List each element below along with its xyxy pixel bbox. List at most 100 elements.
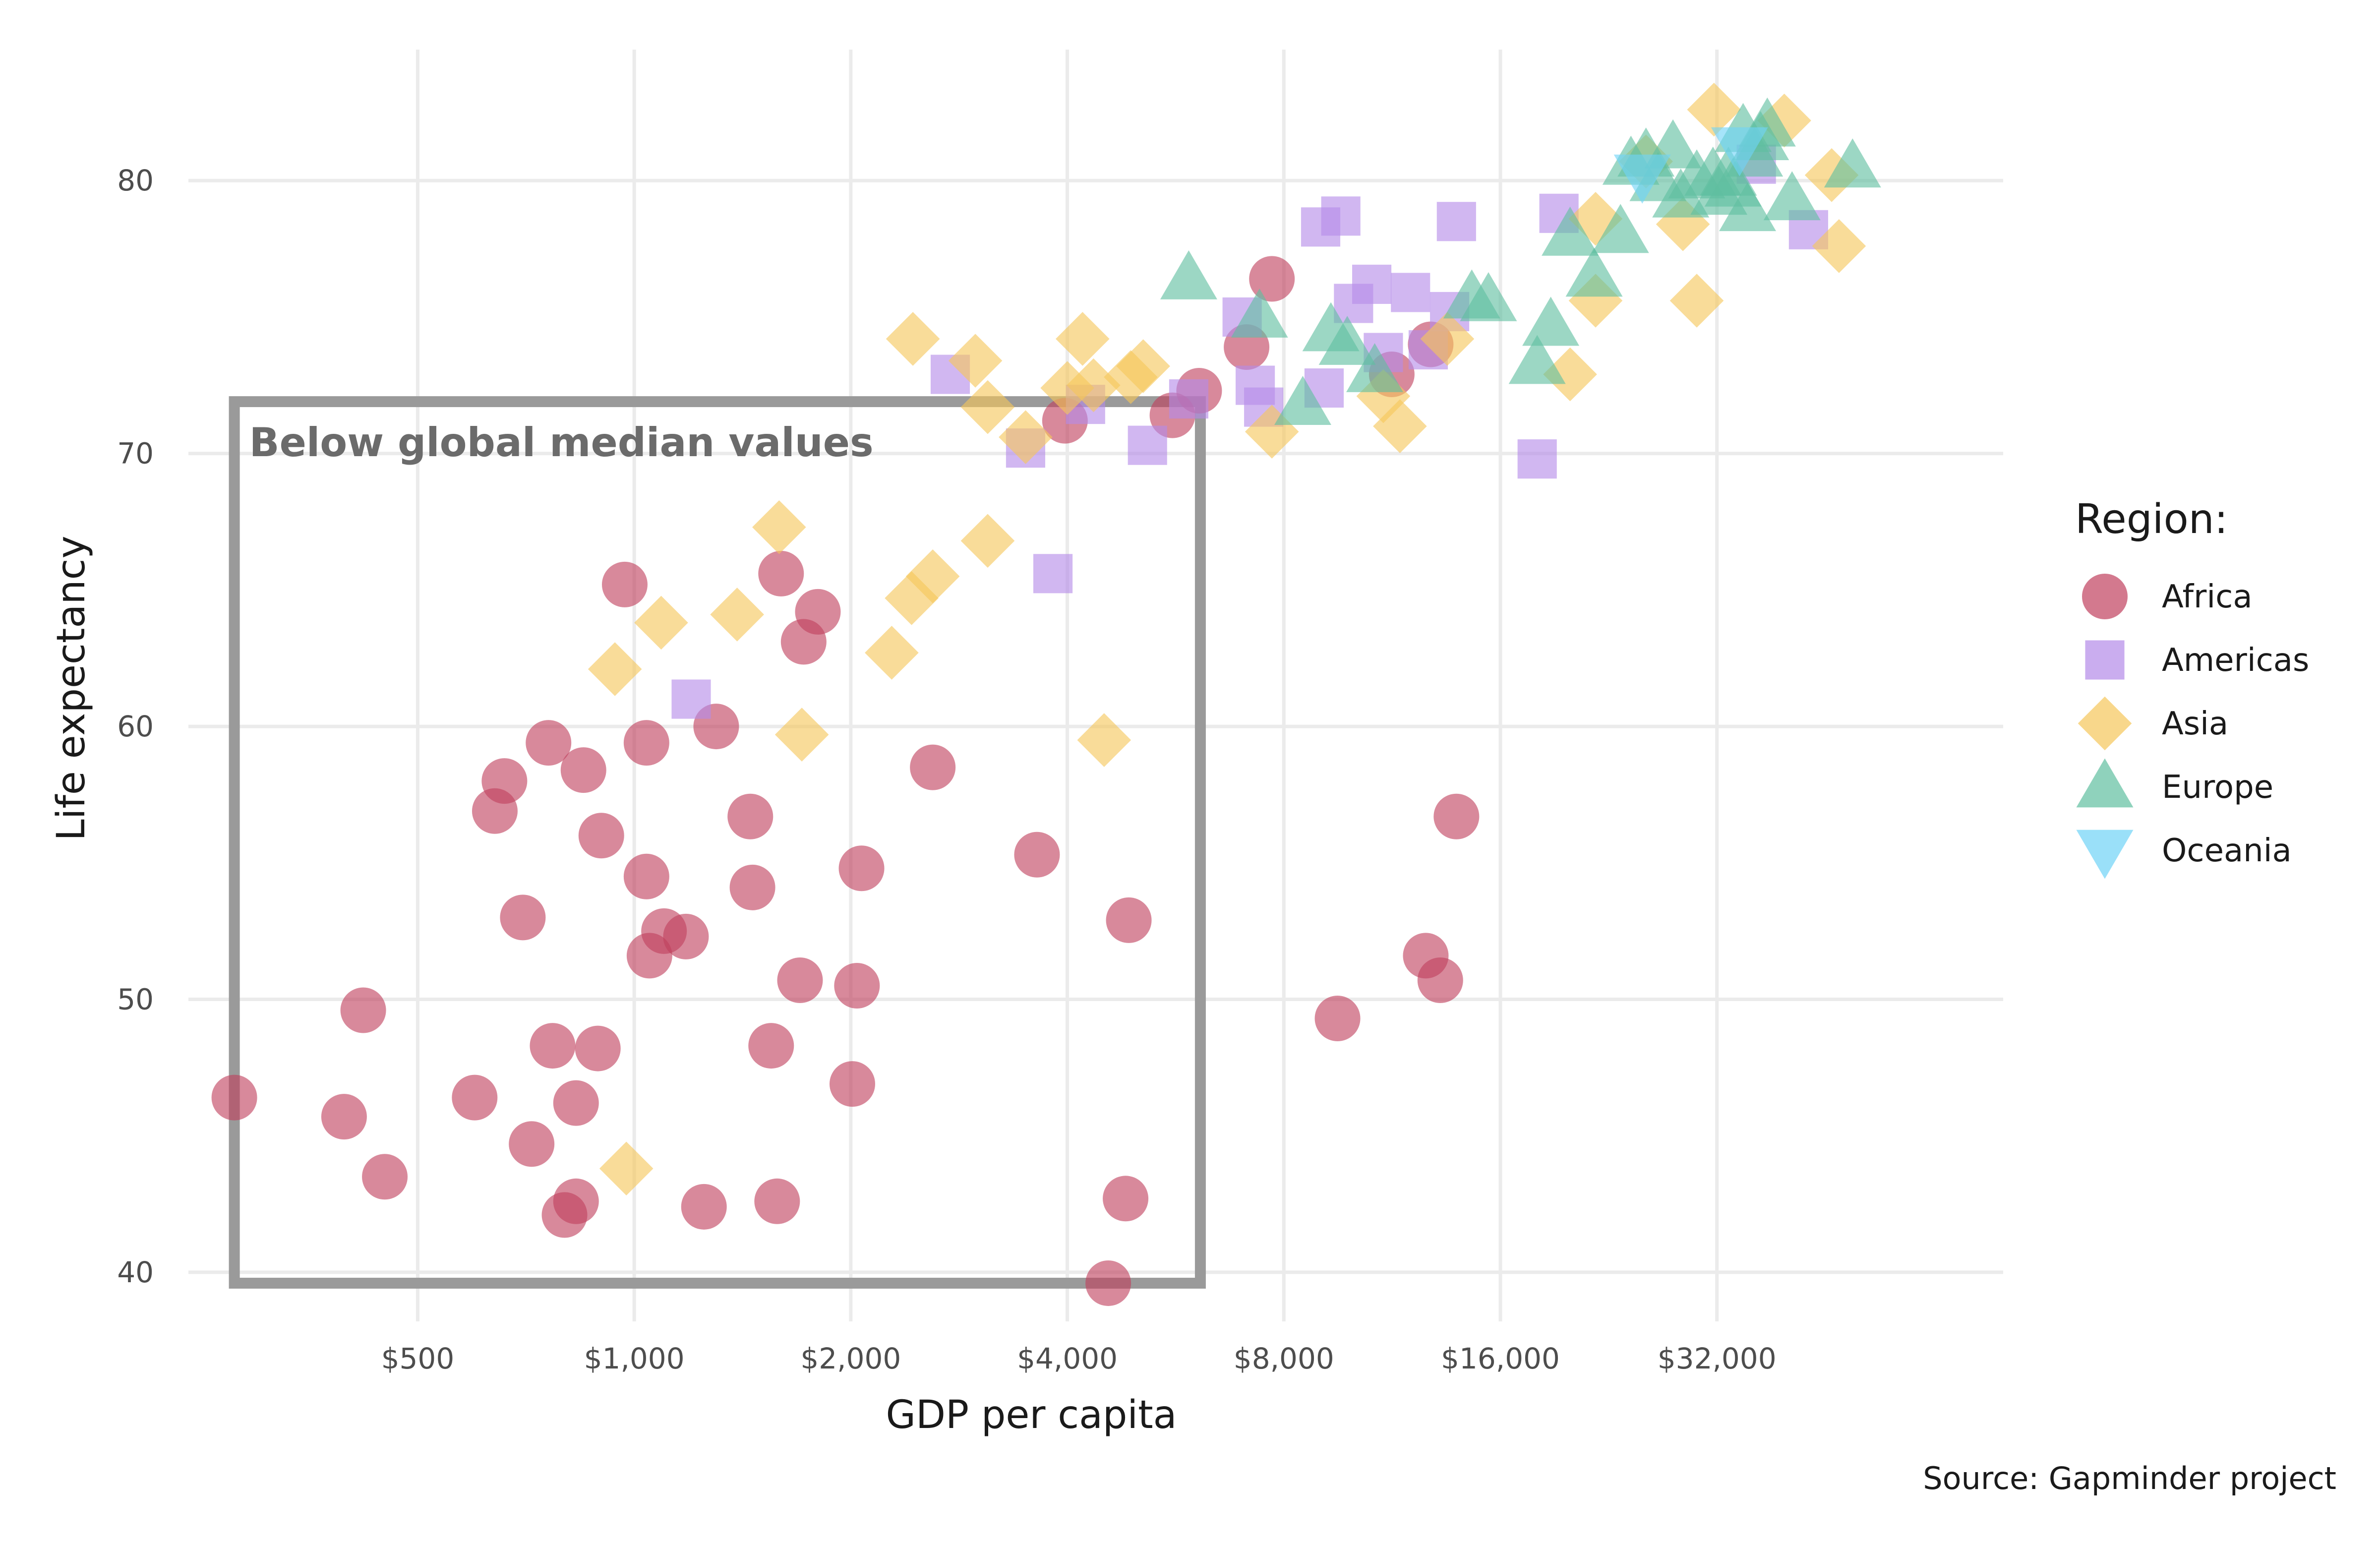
- asia-point: [1373, 399, 1427, 453]
- asia-point: [1420, 312, 1475, 366]
- americas-point: [1352, 264, 1392, 304]
- europe-point: [1274, 376, 1331, 425]
- americas-point: [1517, 439, 1557, 479]
- asia-point: [999, 410, 1053, 464]
- legend-label-africa: Africa: [2162, 579, 2253, 615]
- legend-label-oceania: Oceania: [2162, 833, 2292, 869]
- asia-point: [948, 334, 1003, 388]
- y-tick-label: 40: [117, 1255, 154, 1289]
- europe-point: [1231, 288, 1288, 338]
- africa-point: [1103, 1176, 1149, 1222]
- europe-point: [1160, 250, 1217, 299]
- x-tick-label: $16,000: [1441, 1342, 1560, 1375]
- africa-point: [578, 813, 624, 859]
- asia-point: [1812, 219, 1866, 273]
- africa-point: [727, 793, 774, 839]
- europe-point: [1542, 206, 1599, 256]
- asia-point: [1687, 82, 1741, 137]
- asia-point: [960, 380, 1015, 434]
- legend-key-africa: [2082, 574, 2128, 619]
- y-tick-label: 80: [117, 164, 154, 197]
- africa-point: [575, 1025, 621, 1071]
- europe-point: [1318, 315, 1376, 365]
- asia-point: [1245, 405, 1299, 459]
- africa-point: [623, 853, 669, 899]
- africa-point: [500, 894, 546, 941]
- annotation-label: Below global median values: [249, 419, 874, 466]
- africa-point: [838, 845, 885, 892]
- annotation-layer: [229, 396, 1206, 1289]
- asia-point: [1067, 358, 1121, 413]
- x-tick-label: $500: [381, 1342, 455, 1375]
- x-axis-ticks: $500 $1,000 $2,000 $4,000 $8,000 $16,000 $32,0…: [381, 1342, 1777, 1375]
- x-tick-label: $8,000: [1234, 1342, 1334, 1375]
- africa-point: [530, 1023, 576, 1069]
- source-caption: Source: Gapminder project: [1923, 1460, 2336, 1496]
- grid: [188, 50, 2003, 1321]
- asia-point: [1669, 274, 1724, 328]
- oceania-point: [1711, 127, 1768, 177]
- africa-point: [681, 1184, 727, 1230]
- americas-point: [1391, 273, 1430, 312]
- europe-point: [1460, 272, 1517, 321]
- legend-key-europe: [2076, 758, 2134, 808]
- asia-point: [1116, 339, 1170, 393]
- americas-point: [1128, 425, 1167, 465]
- europe-point: [1346, 343, 1403, 392]
- europe-point: [1719, 182, 1777, 232]
- africa-point: [509, 1121, 555, 1167]
- africa-point: [1106, 897, 1152, 943]
- asia-point: [1568, 191, 1623, 246]
- africa-point: [729, 864, 775, 910]
- x-tick-label: $32,000: [1658, 1342, 1777, 1375]
- series-asia: [588, 82, 1866, 1196]
- asia-point: [1543, 347, 1597, 402]
- africa-point: [601, 561, 648, 607]
- africa-point: [481, 758, 528, 804]
- asia-point: [1040, 361, 1094, 415]
- africa-point: [754, 1178, 800, 1224]
- y-axis-ticks: 40 50 60 70 80: [117, 164, 154, 1289]
- africa-point: [1249, 256, 1295, 302]
- legend-label-europe: Europe: [2162, 769, 2273, 806]
- europe-point: [1508, 335, 1566, 384]
- africa-point: [1314, 996, 1361, 1042]
- americas-point: [1436, 202, 1476, 241]
- africa-point: [211, 1074, 257, 1121]
- europe-point: [1824, 138, 1881, 188]
- y-tick-label: 70: [117, 437, 154, 471]
- asia-point: [634, 595, 688, 650]
- asia-point: [865, 626, 919, 680]
- africa-point: [321, 1094, 367, 1140]
- asia-point: [588, 642, 642, 696]
- americas-point: [1169, 379, 1208, 419]
- africa-point: [829, 1061, 875, 1107]
- asia-point: [774, 708, 829, 762]
- africa-point: [834, 962, 880, 1009]
- africa-point: [623, 720, 669, 766]
- asia-point: [1077, 713, 1131, 767]
- y-tick-label: 60: [117, 710, 154, 743]
- x-tick-label: $1,000: [584, 1342, 685, 1375]
- africa-point: [1417, 957, 1463, 1003]
- asia-point: [752, 500, 806, 554]
- data-points: [211, 82, 1881, 1306]
- africa-point: [553, 1178, 599, 1224]
- x-tick-label: $2,000: [800, 1342, 901, 1375]
- legend: Region: Africa Americas Asia Europe Oceania: [2075, 496, 2309, 879]
- africa-point: [663, 913, 709, 959]
- legend-key-asia: [2078, 696, 2132, 751]
- asia-point: [960, 514, 1015, 568]
- africa-point: [452, 1074, 498, 1121]
- legend-label-asia: Asia: [2162, 706, 2228, 742]
- africa-point: [340, 987, 386, 1033]
- x-tick-label: $4,000: [1017, 1342, 1118, 1375]
- africa-point: [910, 744, 956, 790]
- annotation-box: [229, 396, 1206, 1289]
- americas-point: [671, 679, 711, 719]
- legend-key-oceania: [2076, 830, 2134, 879]
- africa-point: [1433, 793, 1480, 839]
- y-tick-label: 50: [117, 982, 154, 1016]
- asia-point: [710, 588, 764, 642]
